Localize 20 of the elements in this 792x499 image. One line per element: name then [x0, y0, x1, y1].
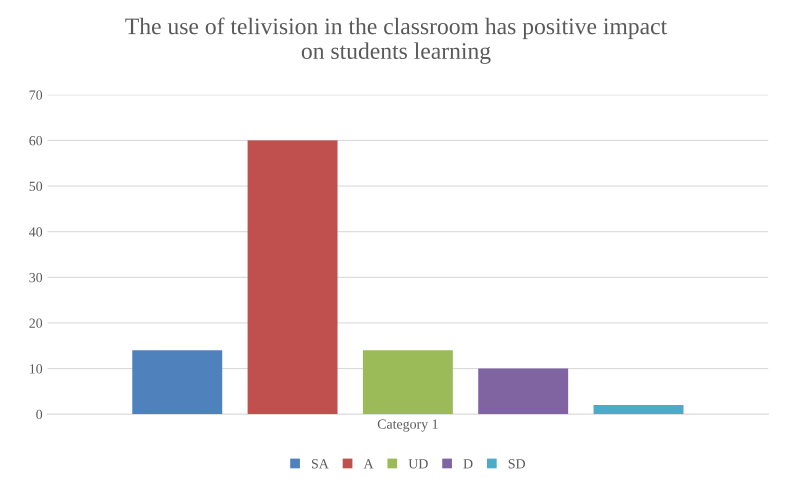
y-tick-label: 40	[29, 227, 42, 237]
bar	[478, 368, 568, 414]
bar	[362, 350, 453, 414]
y-tick-label: 50	[30, 182, 42, 192]
y-tick-label: 0	[36, 410, 42, 420]
legend-label: A	[364, 459, 374, 468]
bar	[248, 140, 338, 414]
y-tick-label: 20	[29, 318, 42, 328]
bar	[132, 350, 222, 414]
y-tick-label: 10	[30, 364, 42, 374]
y-tick-label: 60	[29, 136, 42, 146]
y-tick-label: 70	[30, 90, 42, 100]
legend-label: UD	[408, 459, 428, 468]
x-tick-label: Category 1	[378, 419, 438, 432]
legend-label: D	[463, 459, 473, 468]
bar	[594, 405, 684, 414]
legend-label: SA	[312, 459, 329, 468]
legend-label: SD	[508, 459, 525, 468]
y-tick-label: 30	[29, 272, 42, 282]
chart-title: The use of telivision in the classroom has positive impact on students learning	[125, 17, 668, 64]
